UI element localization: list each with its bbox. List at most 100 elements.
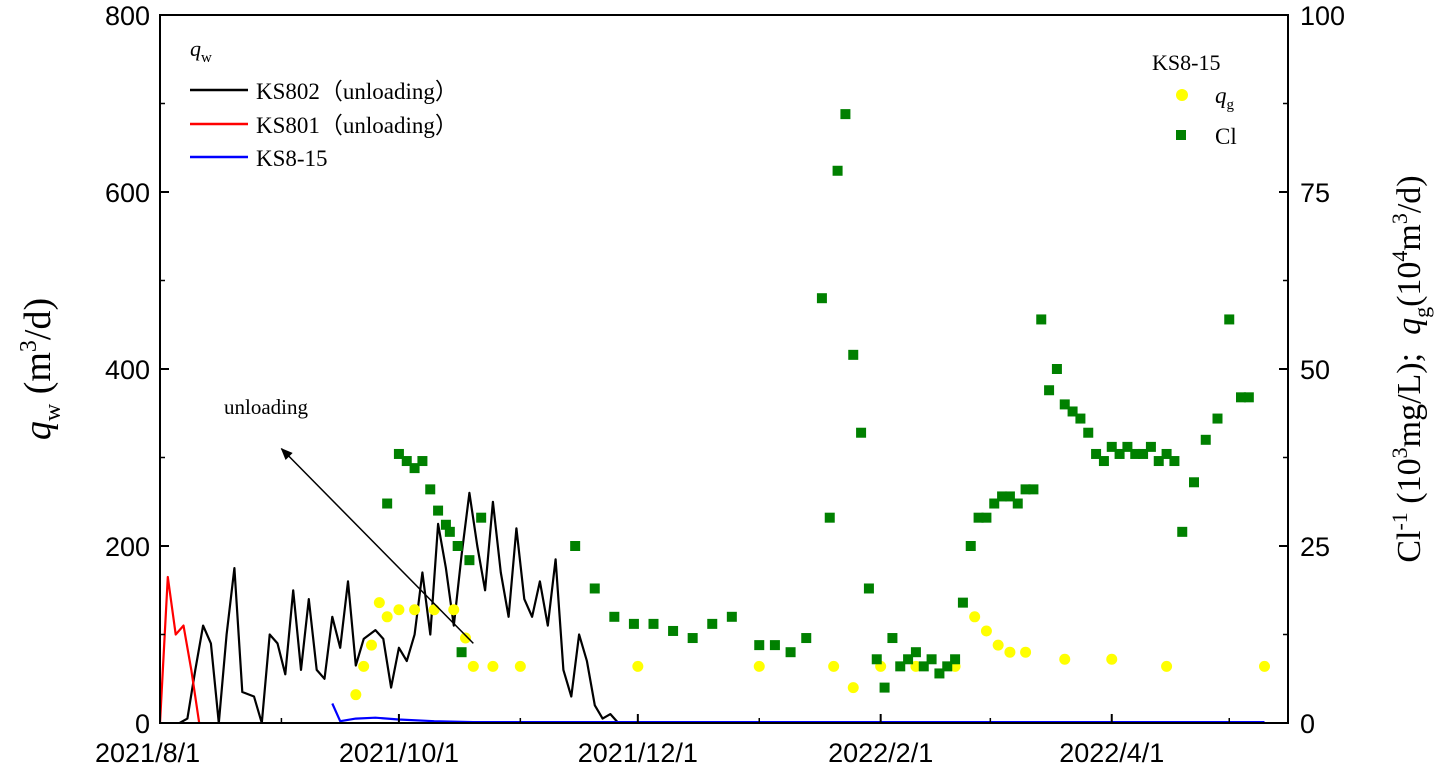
point-cl-41 bbox=[934, 668, 945, 679]
point-cl-36 bbox=[895, 661, 906, 672]
legend-entry-cl: Cl bbox=[1215, 124, 1237, 149]
point-cl-44 bbox=[957, 597, 968, 608]
y-right-label-a-pre: Cl bbox=[1391, 531, 1428, 563]
point-cl-52 bbox=[1020, 484, 1031, 495]
line-ks802-unloading bbox=[179, 491, 620, 723]
point-cl-50 bbox=[1004, 491, 1015, 502]
point-cl-57 bbox=[1059, 399, 1070, 410]
point-cl-2 bbox=[409, 463, 420, 474]
point-cl-39 bbox=[918, 661, 929, 672]
point-cl-11 bbox=[444, 526, 455, 537]
x-axis: 2021/8/1 2021/10/1 2021/12/1 2022/2/1 2022/4… bbox=[95, 714, 1230, 768]
point-cl-48 bbox=[989, 498, 1000, 509]
point-cl-24 bbox=[785, 647, 796, 658]
point-cl-63 bbox=[1106, 441, 1117, 452]
point-cl-67 bbox=[1138, 448, 1149, 459]
point-cl-9 bbox=[476, 512, 487, 523]
point-cl-51 bbox=[1012, 498, 1023, 509]
right-tick-label-2: 50 bbox=[1300, 355, 1330, 385]
point-cl-23 bbox=[769, 640, 780, 651]
point-cl-35 bbox=[887, 633, 898, 644]
y-right-label-b-sup2: 3 bbox=[1387, 213, 1412, 224]
point-q-g-21 bbox=[980, 625, 992, 637]
point-q-g-15 bbox=[828, 660, 840, 672]
point-cl-70 bbox=[1161, 448, 1172, 459]
point-cl-47 bbox=[981, 512, 992, 523]
point-q-g-28 bbox=[1259, 660, 1270, 672]
point-cl-65 bbox=[1122, 441, 1133, 452]
point-q-g-18 bbox=[910, 660, 922, 672]
point-cl-27 bbox=[824, 512, 835, 523]
point-cl-16 bbox=[628, 618, 639, 629]
legend-right: KS8-15 qg Cl bbox=[1152, 50, 1237, 149]
point-cl-33 bbox=[871, 654, 882, 665]
right-tick-label-3: 75 bbox=[1300, 178, 1330, 208]
point-cl-32 bbox=[863, 583, 874, 594]
legend-marker-cl bbox=[1176, 130, 1186, 140]
point-cl-37 bbox=[903, 654, 914, 665]
point-cl-76 bbox=[1224, 314, 1235, 325]
y-right-label-b-mid2: m bbox=[1391, 224, 1428, 250]
point-cl-71 bbox=[1169, 456, 1180, 467]
y-right-label-b-mid: (10 bbox=[1391, 262, 1428, 307]
y-right-label-b-sup: 4 bbox=[1387, 251, 1412, 262]
svg-text:qw (m3/d): qw (m3/d) bbox=[16, 298, 66, 440]
point-cl-15 bbox=[609, 611, 620, 622]
point-cl-43 bbox=[950, 654, 961, 665]
legend-entry-qg: qg bbox=[1215, 83, 1235, 113]
point-cl-22 bbox=[754, 640, 765, 651]
x-tick-label-4: 2022/4/1 bbox=[1059, 738, 1164, 768]
point-cl-4 bbox=[425, 484, 436, 495]
y-right-label-a-mid: (10 bbox=[1391, 458, 1428, 512]
point-q-g-10 bbox=[467, 660, 479, 672]
point-cl-18 bbox=[668, 625, 679, 636]
y-right-label-b-post: /d) bbox=[1391, 175, 1428, 213]
annotation-arrow bbox=[280, 447, 474, 644]
left-tick-label-1: 200 bbox=[105, 532, 150, 562]
point-cl-19 bbox=[687, 633, 698, 644]
point-cl-6 bbox=[440, 519, 451, 530]
point-q-g-0 bbox=[350, 689, 362, 701]
right-tick-label-1: 25 bbox=[1300, 532, 1330, 562]
point-cl-58 bbox=[1067, 406, 1078, 417]
annotation-text: unloading bbox=[224, 395, 308, 419]
point-cl-3 bbox=[417, 456, 428, 467]
legend-left-title-sub: w bbox=[201, 50, 212, 66]
point-q-g-6 bbox=[409, 604, 421, 616]
svg-text:qw: qw bbox=[190, 36, 212, 66]
point-cl-56 bbox=[1051, 364, 1062, 374]
legend-entry-ks8-15: KS8-15 bbox=[256, 146, 328, 171]
legend-left-title-var: q bbox=[190, 36, 201, 61]
point-cl-60 bbox=[1083, 427, 1094, 438]
x-tick-label-1: 2021/10/1 bbox=[339, 738, 459, 768]
point-cl-42 bbox=[942, 661, 953, 672]
y-left-label-unit-post: /d) bbox=[17, 298, 59, 340]
point-cl-21 bbox=[726, 611, 737, 622]
point-q-g-25 bbox=[1059, 653, 1071, 665]
point-q-g-14 bbox=[753, 660, 765, 672]
point-cl-72 bbox=[1177, 526, 1188, 537]
point-cl-64 bbox=[1114, 448, 1125, 459]
y-left-label-sub: w bbox=[40, 403, 66, 421]
x-tick-label-2: 2021/12/1 bbox=[578, 738, 698, 768]
point-cl-7 bbox=[452, 541, 463, 551]
point-cl-74 bbox=[1200, 434, 1211, 445]
legend-right-title: KS8-15 bbox=[1152, 50, 1220, 75]
y-right-label-a-sup2: 3 bbox=[1387, 447, 1412, 458]
left-y-axis: 0 200 400 600 800 bbox=[105, 1, 169, 739]
point-cl-25 bbox=[801, 633, 812, 644]
legend-entry-qg-sub: g bbox=[1227, 97, 1235, 113]
point-q-g-13 bbox=[632, 660, 644, 672]
point-cl-28 bbox=[832, 165, 843, 176]
point-cl-62 bbox=[1098, 456, 1109, 467]
point-q-g-9 bbox=[460, 632, 471, 644]
point-cl-59 bbox=[1075, 413, 1086, 424]
legend-entry-ks802: KS802（unloading） bbox=[256, 79, 458, 104]
y-right-label-a-post: mg/L); bbox=[1391, 353, 1428, 447]
point-cl-0 bbox=[393, 448, 404, 459]
point-q-g-4 bbox=[381, 611, 393, 623]
point-cl-14 bbox=[589, 583, 600, 594]
point-q-g-24 bbox=[1020, 646, 1032, 658]
right-y-axis: 0 25 50 75 100 bbox=[1279, 1, 1345, 739]
point-cl-66 bbox=[1130, 448, 1141, 459]
